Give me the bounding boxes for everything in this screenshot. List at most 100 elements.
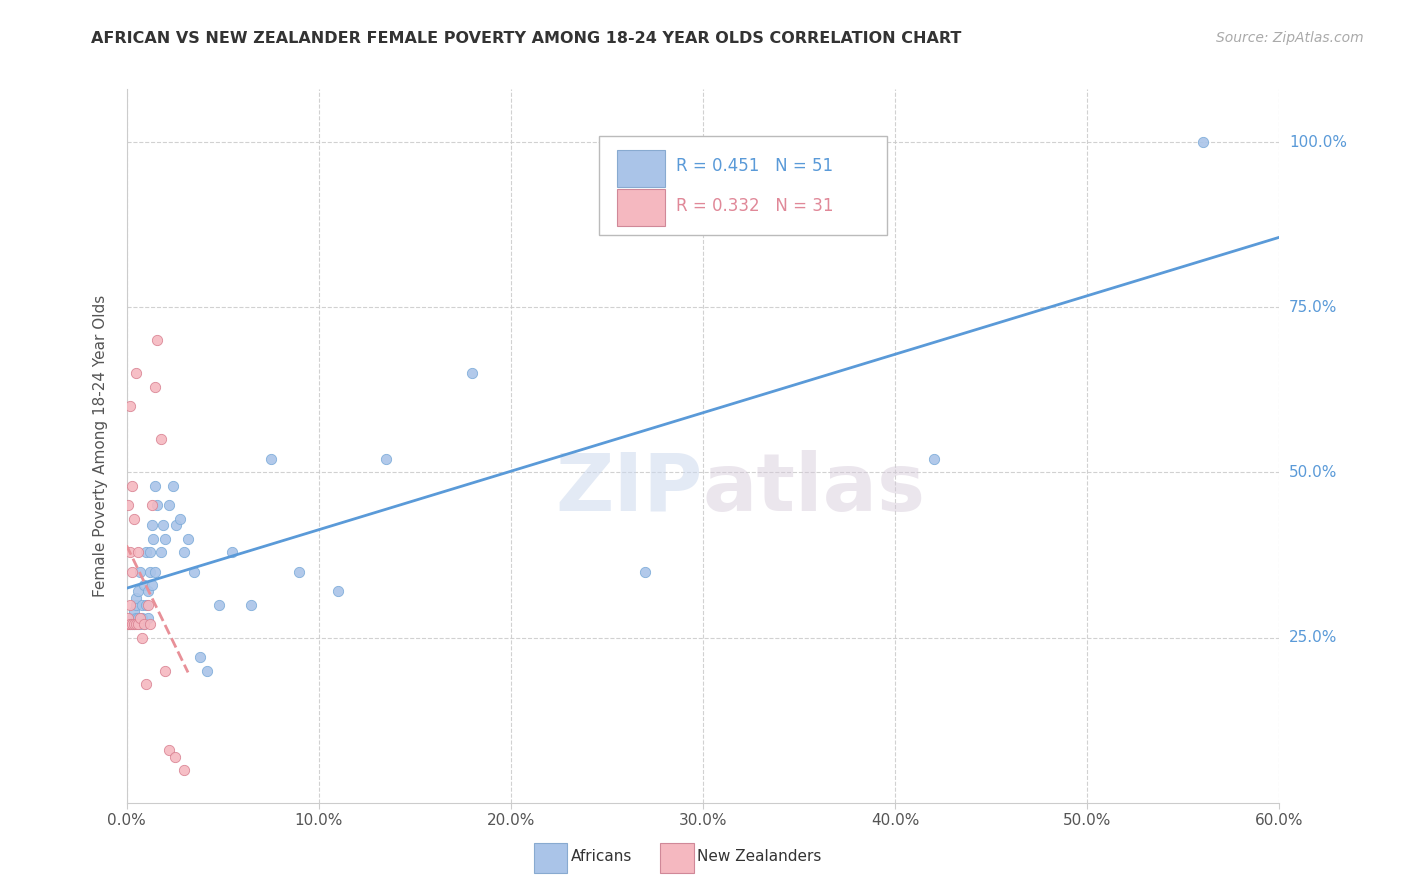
Point: [121, 565, 143, 579]
Point: [132, 617, 155, 632]
Point: [131, 631, 153, 645]
Point: [127, 545, 149, 559]
Point: [152, 518, 174, 533]
Point: [125, 611, 148, 625]
Point: [166, 518, 188, 533]
Point: [136, 611, 159, 625]
Point: [117, 617, 139, 632]
Text: 50.0%: 50.0%: [1289, 465, 1337, 480]
Text: 25.0%: 25.0%: [1289, 630, 1337, 645]
Point: [141, 578, 163, 592]
Text: Source: ZipAtlas.com: Source: ZipAtlas.com: [1216, 31, 1364, 45]
Point: [120, 617, 142, 632]
Point: [461, 367, 484, 381]
Point: [120, 617, 142, 632]
Point: [188, 650, 211, 665]
Point: [142, 532, 165, 546]
Point: [129, 565, 152, 579]
Point: [169, 511, 191, 525]
Point: [117, 611, 139, 625]
Point: [374, 452, 398, 467]
Point: [326, 584, 349, 599]
Point: [135, 598, 157, 612]
Point: [138, 545, 160, 559]
Point: [127, 611, 149, 625]
Point: [121, 478, 143, 492]
Point: [150, 545, 173, 559]
Text: 100.0%: 100.0%: [1289, 135, 1347, 150]
Text: Africans: Africans: [571, 849, 631, 863]
Point: [141, 499, 163, 513]
Point: [122, 617, 145, 632]
Point: [173, 545, 195, 559]
Point: [121, 617, 143, 632]
Point: [173, 763, 195, 777]
Point: [150, 433, 173, 447]
Point: [122, 604, 145, 618]
Point: [121, 617, 143, 632]
Text: R = 0.332   N = 31: R = 0.332 N = 31: [676, 197, 834, 215]
Text: atlas: atlas: [703, 450, 927, 528]
Point: [135, 545, 157, 559]
Point: [121, 611, 143, 625]
Point: [145, 478, 166, 492]
Point: [122, 617, 145, 632]
Point: [145, 565, 166, 579]
Point: [127, 617, 149, 632]
Point: [1191, 135, 1213, 149]
Point: [157, 743, 180, 757]
Point: [221, 545, 243, 559]
Point: [136, 584, 159, 599]
Point: [157, 499, 180, 513]
Point: [125, 617, 148, 632]
Point: [922, 452, 945, 467]
Y-axis label: Female Poverty Among 18-24 Year Olds: Female Poverty Among 18-24 Year Olds: [93, 295, 108, 597]
Point: [146, 333, 169, 347]
Point: [141, 518, 163, 533]
Point: [138, 617, 160, 632]
Point: [145, 379, 166, 393]
Point: [122, 511, 145, 525]
Point: [117, 617, 139, 632]
Point: [135, 677, 157, 691]
Point: [125, 367, 148, 381]
Text: 75.0%: 75.0%: [1289, 300, 1337, 315]
Text: ZIP: ZIP: [555, 450, 703, 528]
FancyBboxPatch shape: [599, 136, 887, 235]
Point: [132, 578, 155, 592]
Point: [120, 400, 142, 414]
Point: [153, 664, 176, 678]
Point: [120, 545, 142, 559]
Point: [634, 565, 657, 579]
Point: [177, 532, 200, 546]
Point: [131, 611, 153, 625]
Point: [240, 598, 263, 612]
Point: [132, 617, 155, 632]
Point: [127, 584, 149, 599]
Point: [183, 565, 205, 579]
Point: [125, 598, 148, 612]
Point: [153, 532, 176, 546]
Text: AFRICAN VS NEW ZEALANDER FEMALE POVERTY AMONG 18-24 YEAR OLDS CORRELATION CHART: AFRICAN VS NEW ZEALANDER FEMALE POVERTY …: [91, 31, 962, 46]
FancyBboxPatch shape: [661, 844, 693, 873]
Point: [131, 598, 153, 612]
Point: [129, 617, 152, 632]
Point: [136, 598, 159, 612]
Point: [195, 664, 218, 678]
Point: [162, 478, 184, 492]
Point: [138, 565, 160, 579]
Point: [117, 499, 139, 513]
Point: [125, 591, 148, 605]
FancyBboxPatch shape: [617, 150, 665, 187]
Point: [129, 611, 152, 625]
FancyBboxPatch shape: [617, 189, 665, 227]
Point: [163, 749, 186, 764]
Point: [120, 598, 142, 612]
Point: [146, 499, 169, 513]
Text: New Zealanders: New Zealanders: [697, 849, 821, 863]
Text: R = 0.451   N = 51: R = 0.451 N = 51: [676, 157, 834, 175]
FancyBboxPatch shape: [533, 844, 567, 873]
Point: [288, 565, 311, 579]
Point: [208, 598, 231, 612]
Point: [259, 452, 281, 467]
